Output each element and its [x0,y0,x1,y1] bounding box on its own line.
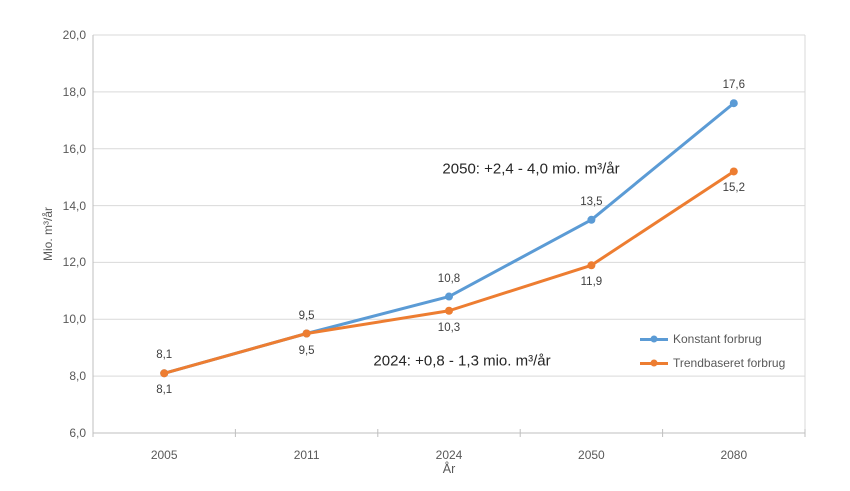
series-marker-konstant-forbrug [729,99,738,108]
data-label-konstant-forbrug: 9,5 [298,309,315,322]
x-tick-label: 2005 [150,448,178,462]
legend-marker-dot-icon [650,359,658,367]
series-marker-trendbaseret-forbrug [302,329,311,338]
y-tick-label: 16,0 [62,141,86,156]
y-tick-label: 12,0 [62,255,86,270]
data-label-konstant-forbrug: 10,8 [437,272,461,285]
y-axis-title: Mio. m³/år [41,207,55,261]
legend-item-konstant-forbrug: Konstant forbrug [640,327,785,351]
series-marker-trendbaseret-forbrug [445,306,453,315]
data-label-konstant-forbrug: 17,6 [722,79,745,92]
y-tick-label: 18,0 [62,84,86,99]
legend-marker-dot-icon [650,335,658,343]
x-tick-label: 2024 [435,448,463,462]
legend-label: Trendbaseret forbrug [673,356,786,370]
data-label-trendbaseret-forbrug: 8,1 [156,384,173,397]
legend-item-trendbaseret-forbrug: Trendbaseret forbrug [640,351,785,375]
legend-line-swatch [640,359,668,367]
data-label-konstant-forbrug: 13,5 [580,195,603,208]
y-tick-label: 6,0 [69,426,86,440]
series-marker-trendbaseret-forbrug [160,369,169,378]
annotation-2024: 2024: +0,8 - 1,3 mio. m³/år [373,352,551,370]
legend-line-swatch [640,335,668,343]
y-tick-label: 20,0 [62,28,86,42]
x-tick-label: 2011 [293,448,320,462]
y-tick-label: 10,0 [62,312,86,327]
series-marker-trendbaseret-forbrug [587,261,596,270]
data-label-konstant-forbrug: 8,1 [156,349,173,362]
y-tick-label: 8,0 [69,369,86,384]
series-marker-konstant-forbrug [587,215,596,224]
x-tick-label: 2080 [720,448,748,462]
x-tick-label: 2050 [578,448,605,462]
legend: Konstant forbrug Trendbaseret forbrug [640,327,785,375]
data-label-trendbaseret-forbrug: 10,3 [437,321,461,334]
data-label-trendbaseret-forbrug: 9,5 [298,344,315,357]
y-tick-label: 14,0 [62,198,86,213]
series-marker-konstant-forbrug [445,292,453,301]
series-marker-trendbaseret-forbrug [729,167,738,176]
x-axis-title: År [442,462,456,476]
annotation-2050: 2050: +2,4 - 4,0 mio. m³/år [442,160,620,178]
legend-label: Konstant forbrug [673,332,762,346]
data-label-trendbaseret-forbrug: 15,2 [722,182,745,195]
data-label-trendbaseret-forbrug: 11,9 [580,276,603,289]
